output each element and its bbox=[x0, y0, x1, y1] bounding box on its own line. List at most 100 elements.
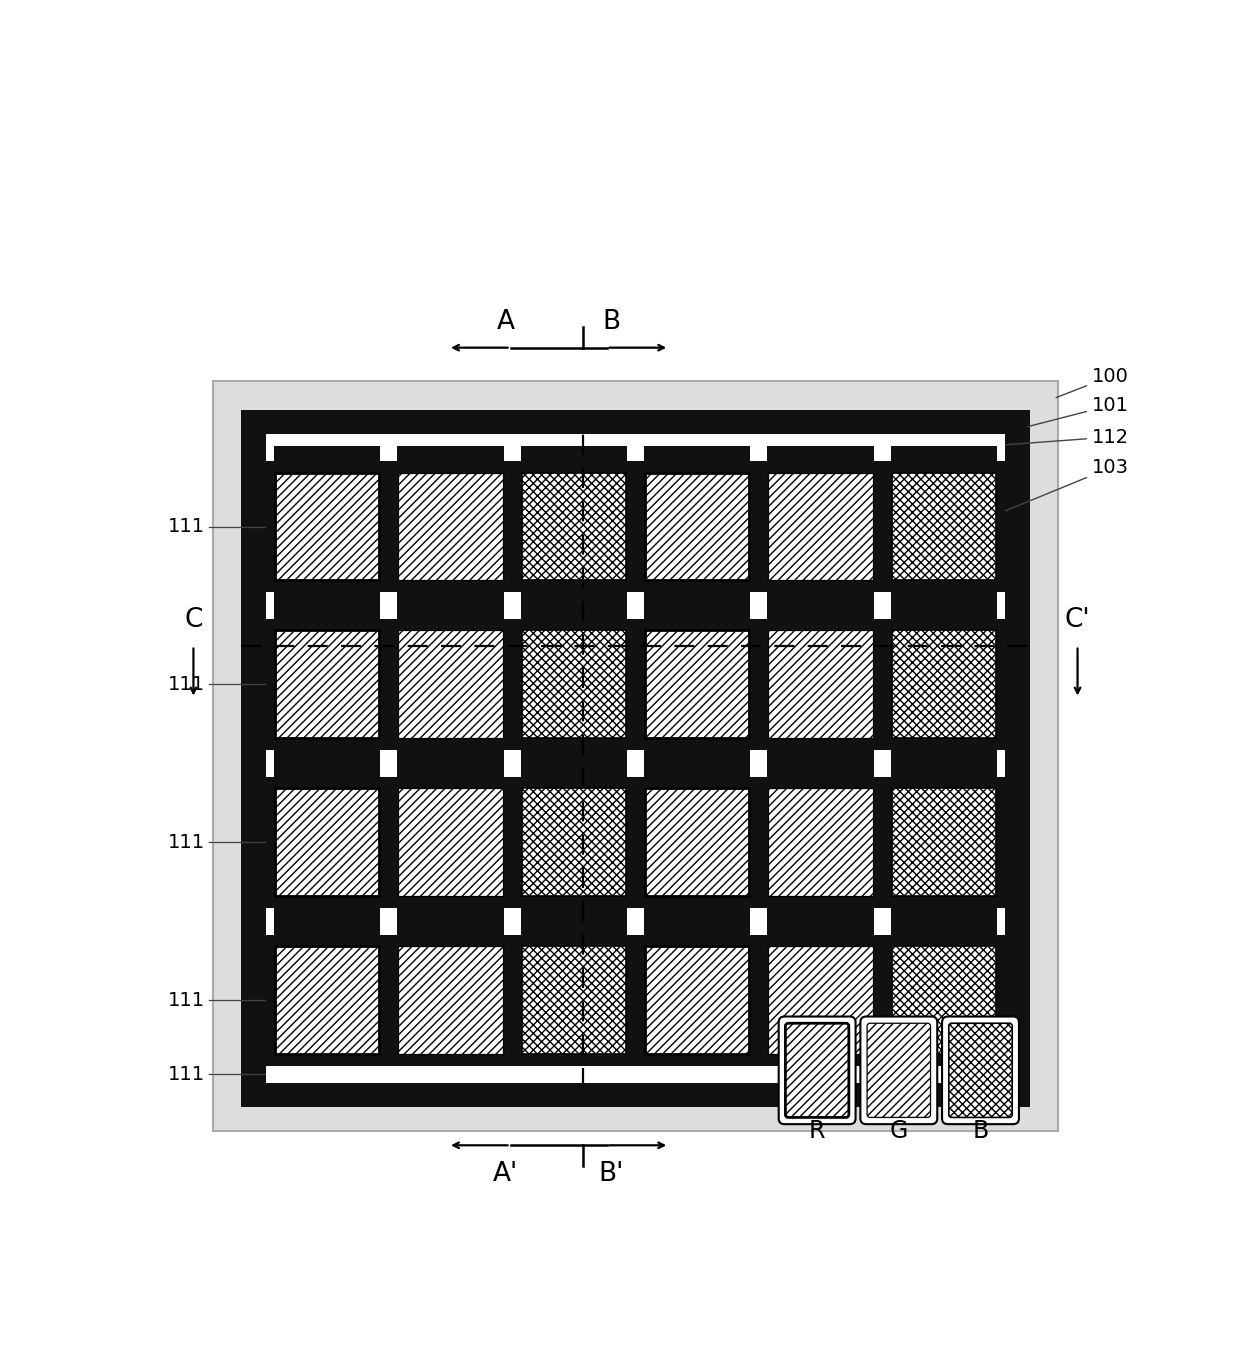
Bar bbox=[272, 943, 383, 1058]
Bar bbox=[645, 472, 749, 581]
Bar bbox=[522, 630, 626, 738]
Bar bbox=[274, 592, 381, 607]
Bar bbox=[768, 592, 873, 607]
Bar bbox=[521, 604, 627, 619]
Bar bbox=[272, 469, 383, 584]
Bar bbox=[890, 750, 997, 765]
Bar bbox=[641, 626, 753, 742]
Bar bbox=[644, 592, 750, 607]
Bar bbox=[518, 943, 630, 1058]
Bar bbox=[641, 943, 753, 1058]
Text: 100: 100 bbox=[1056, 367, 1128, 397]
Bar bbox=[765, 469, 877, 584]
Bar bbox=[768, 919, 873, 934]
Bar bbox=[765, 943, 877, 1058]
Bar bbox=[265, 619, 1006, 750]
Bar bbox=[644, 919, 750, 934]
Bar bbox=[265, 934, 1006, 1065]
Bar bbox=[892, 472, 996, 581]
Text: 111: 111 bbox=[167, 1065, 205, 1083]
FancyBboxPatch shape bbox=[779, 1016, 856, 1124]
Text: G: G bbox=[889, 1118, 908, 1143]
Bar bbox=[888, 626, 999, 742]
Text: 111: 111 bbox=[167, 990, 205, 1009]
Text: 112: 112 bbox=[970, 427, 1130, 447]
Bar bbox=[272, 626, 383, 742]
Bar bbox=[398, 446, 503, 461]
Bar bbox=[398, 604, 503, 619]
Text: 101: 101 bbox=[1028, 396, 1128, 427]
Bar bbox=[521, 592, 627, 607]
Bar bbox=[768, 750, 873, 765]
Text: C: C bbox=[185, 607, 202, 633]
Bar bbox=[398, 762, 503, 776]
FancyBboxPatch shape bbox=[949, 1023, 1012, 1117]
Text: 103: 103 bbox=[970, 458, 1128, 525]
Bar bbox=[275, 630, 379, 738]
Bar bbox=[892, 947, 996, 1054]
Bar bbox=[394, 943, 506, 1058]
Bar bbox=[892, 630, 996, 738]
FancyBboxPatch shape bbox=[785, 1023, 849, 1117]
Bar bbox=[769, 947, 873, 1054]
Bar bbox=[521, 919, 627, 934]
Bar bbox=[394, 626, 506, 742]
Bar bbox=[275, 947, 379, 1054]
Bar bbox=[890, 604, 997, 619]
Bar bbox=[522, 472, 626, 581]
Bar bbox=[272, 784, 383, 900]
Bar bbox=[265, 750, 1006, 776]
Bar bbox=[518, 626, 630, 742]
Text: C': C' bbox=[1065, 607, 1090, 633]
Bar bbox=[518, 784, 630, 900]
Text: B: B bbox=[603, 310, 620, 336]
FancyBboxPatch shape bbox=[867, 1023, 930, 1117]
Bar bbox=[394, 469, 506, 584]
Bar bbox=[890, 592, 997, 607]
Bar bbox=[644, 907, 750, 922]
Text: B': B' bbox=[599, 1161, 624, 1187]
Bar bbox=[890, 446, 997, 461]
Bar bbox=[398, 750, 503, 765]
Bar bbox=[768, 446, 873, 461]
Bar bbox=[765, 626, 877, 742]
Bar bbox=[644, 762, 750, 776]
Bar bbox=[769, 472, 873, 581]
Bar bbox=[265, 434, 1006, 461]
Bar bbox=[768, 907, 873, 922]
Bar bbox=[641, 784, 753, 900]
Bar bbox=[274, 604, 381, 619]
FancyBboxPatch shape bbox=[942, 1016, 1019, 1124]
Bar bbox=[644, 446, 750, 461]
Bar bbox=[242, 411, 1029, 1106]
Bar bbox=[265, 434, 1006, 1083]
Bar bbox=[768, 762, 873, 776]
Text: B: B bbox=[972, 1118, 988, 1143]
Bar bbox=[890, 907, 997, 922]
Bar bbox=[398, 907, 503, 922]
Bar bbox=[265, 461, 1006, 592]
Bar bbox=[769, 788, 873, 896]
FancyBboxPatch shape bbox=[861, 1016, 937, 1124]
Text: 111: 111 bbox=[167, 675, 205, 694]
Text: 111: 111 bbox=[167, 832, 205, 851]
Text: 111: 111 bbox=[167, 517, 205, 536]
Bar bbox=[521, 907, 627, 922]
Bar bbox=[521, 750, 627, 765]
Bar bbox=[394, 784, 506, 900]
Bar bbox=[765, 784, 877, 900]
Bar bbox=[892, 788, 996, 896]
Bar bbox=[645, 788, 749, 896]
Bar bbox=[518, 469, 630, 584]
Bar bbox=[888, 784, 999, 900]
Text: A: A bbox=[497, 310, 515, 336]
Bar bbox=[398, 630, 502, 738]
Bar bbox=[265, 776, 1006, 907]
Bar bbox=[522, 947, 626, 1054]
Bar bbox=[398, 592, 503, 607]
Bar bbox=[398, 788, 502, 896]
Bar bbox=[522, 788, 626, 896]
Bar bbox=[274, 446, 381, 461]
Bar bbox=[768, 604, 873, 619]
Bar bbox=[274, 762, 381, 776]
